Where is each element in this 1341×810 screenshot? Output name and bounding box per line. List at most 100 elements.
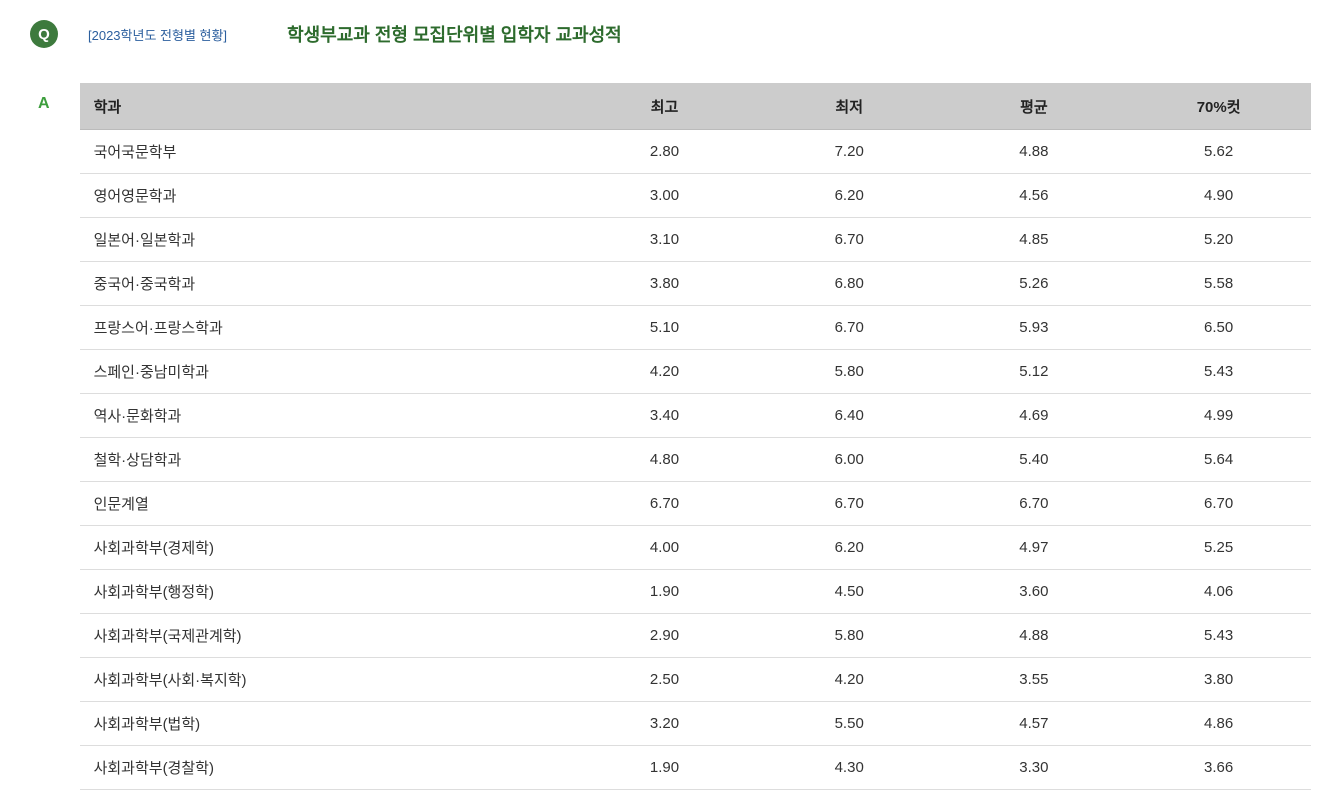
cell-dept: 역사·문화학과 — [80, 394, 573, 438]
cell-value: 4.85 — [942, 218, 1127, 262]
cell-value: 5.50 — [757, 702, 942, 746]
cell-value: 4.56 — [942, 174, 1127, 218]
cell-value: 6.70 — [757, 306, 942, 350]
table-row: 스페인·중남미학과4.205.805.125.43 — [80, 350, 1311, 394]
cell-value: 4.50 — [757, 570, 942, 614]
cell-value: 3.10 — [572, 218, 757, 262]
cell-value: 4.20 — [572, 350, 757, 394]
a-label: A — [38, 95, 50, 113]
cell-dept: 프랑스어·프랑스학과 — [80, 306, 573, 350]
cell-dept: 사회과학부(법학) — [80, 702, 573, 746]
cell-dept: 사회과학부(사회·복지학) — [80, 658, 573, 702]
header-row: Q [2023학년도 전형별 현황] 학생부교과 전형 모집단위별 입학자 교과… — [30, 20, 1311, 48]
cell-value: 4.88 — [942, 614, 1127, 658]
cell-dept: 사회과학부(경제학) — [80, 526, 573, 570]
cell-value: 5.43 — [1126, 614, 1311, 658]
cell-value: 3.40 — [572, 394, 757, 438]
table-row: 역사·문화학과3.406.404.694.99 — [80, 394, 1311, 438]
cell-value: 6.40 — [757, 394, 942, 438]
cell-value: 5.43 — [1126, 350, 1311, 394]
cell-dept: 인문계열 — [80, 482, 573, 526]
table-row: 사회과학부(경찰학)1.904.303.303.66 — [80, 746, 1311, 790]
cell-value: 3.60 — [942, 570, 1127, 614]
cell-value: 4.99 — [1126, 394, 1311, 438]
cell-value: 5.64 — [1126, 438, 1311, 482]
cell-value: 5.25 — [1126, 526, 1311, 570]
table-row: 중국어·중국학과3.806.805.265.58 — [80, 262, 1311, 306]
cell-dept: 철학·상담학과 — [80, 438, 573, 482]
cell-value: 4.97 — [942, 526, 1127, 570]
cell-value: 4.00 — [572, 526, 757, 570]
cell-value: 3.55 — [942, 658, 1127, 702]
cell-value: 2.80 — [572, 130, 757, 174]
table-row: 철학·상담학과4.806.005.405.64 — [80, 438, 1311, 482]
cell-value: 6.70 — [1126, 482, 1311, 526]
table-row: 사회과학부(경제학)4.006.204.975.25 — [80, 526, 1311, 570]
cell-value: 6.70 — [757, 482, 942, 526]
cell-value: 5.62 — [1126, 130, 1311, 174]
cell-value: 4.86 — [1126, 702, 1311, 746]
table-row: 사회과학부(법학)3.205.504.574.86 — [80, 702, 1311, 746]
cell-value: 3.20 — [572, 702, 757, 746]
col-header-avg: 평균 — [942, 84, 1127, 130]
cell-value: 5.20 — [1126, 218, 1311, 262]
cell-value: 6.70 — [757, 218, 942, 262]
cell-value: 1.90 — [572, 570, 757, 614]
cell-value: 5.80 — [757, 350, 942, 394]
cell-value: 2.50 — [572, 658, 757, 702]
table-header-row: 학과 최고 최저 평균 70%컷 — [80, 84, 1311, 130]
table-row: 영어영문학과3.006.204.564.90 — [80, 174, 1311, 218]
content-wrapper: A 학과 최고 최저 평균 70%컷 국어국문학부2.807.204.885.6… — [30, 83, 1311, 790]
cell-value: 4.57 — [942, 702, 1127, 746]
cell-value: 7.20 — [757, 130, 942, 174]
cell-value: 4.80 — [572, 438, 757, 482]
bracket-text: [2023학년도 전형별 현황] — [88, 25, 227, 44]
cell-value: 6.70 — [942, 482, 1127, 526]
cell-dept: 스페인·중남미학과 — [80, 350, 573, 394]
cell-value: 3.66 — [1126, 746, 1311, 790]
cell-dept: 사회과학부(행정학) — [80, 570, 573, 614]
cell-value: 2.90 — [572, 614, 757, 658]
cell-dept: 일본어·일본학과 — [80, 218, 573, 262]
cell-value: 5.26 — [942, 262, 1127, 306]
table-row: 프랑스어·프랑스학과5.106.705.936.50 — [80, 306, 1311, 350]
table-row: 사회과학부(사회·복지학)2.504.203.553.80 — [80, 658, 1311, 702]
cell-value: 6.20 — [757, 174, 942, 218]
cell-value: 5.10 — [572, 306, 757, 350]
cell-dept: 국어국문학부 — [80, 130, 573, 174]
cell-value: 5.12 — [942, 350, 1127, 394]
col-header-dept: 학과 — [80, 84, 573, 130]
cell-value: 6.70 — [572, 482, 757, 526]
cell-value: 4.69 — [942, 394, 1127, 438]
cell-value: 6.00 — [757, 438, 942, 482]
table-container: 학과 최고 최저 평균 70%컷 국어국문학부2.807.204.885.62영… — [80, 83, 1311, 790]
table-row: 인문계열6.706.706.706.70 — [80, 482, 1311, 526]
cell-value: 6.20 — [757, 526, 942, 570]
cell-dept: 사회과학부(경찰학) — [80, 746, 573, 790]
cell-dept: 중국어·중국학과 — [80, 262, 573, 306]
cell-value: 6.80 — [757, 262, 942, 306]
cell-value: 6.50 — [1126, 306, 1311, 350]
cell-value: 3.80 — [1126, 658, 1311, 702]
table-row: 일본어·일본학과3.106.704.855.20 — [80, 218, 1311, 262]
cell-value: 4.06 — [1126, 570, 1311, 614]
cell-value: 4.88 — [942, 130, 1127, 174]
col-header-max: 최고 — [572, 84, 757, 130]
table-row: 국어국문학부2.807.204.885.62 — [80, 130, 1311, 174]
q-badge: Q — [30, 20, 58, 48]
table-row: 사회과학부(국제관계학)2.905.804.885.43 — [80, 614, 1311, 658]
cell-value: 5.40 — [942, 438, 1127, 482]
grades-table: 학과 최고 최저 평균 70%컷 국어국문학부2.807.204.885.62영… — [80, 84, 1311, 790]
page-title: 학생부교과 전형 모집단위별 입학자 교과성적 — [287, 21, 622, 47]
cell-value: 5.80 — [757, 614, 942, 658]
table-row: 사회과학부(행정학)1.904.503.604.06 — [80, 570, 1311, 614]
cell-value: 4.90 — [1126, 174, 1311, 218]
cell-value: 1.90 — [572, 746, 757, 790]
cell-value: 4.30 — [757, 746, 942, 790]
table-body: 국어국문학부2.807.204.885.62영어영문학과3.006.204.56… — [80, 130, 1311, 790]
cell-value: 5.93 — [942, 306, 1127, 350]
cell-value: 3.00 — [572, 174, 757, 218]
col-header-cut: 70%컷 — [1126, 84, 1311, 130]
cell-value: 3.30 — [942, 746, 1127, 790]
cell-value: 5.58 — [1126, 262, 1311, 306]
